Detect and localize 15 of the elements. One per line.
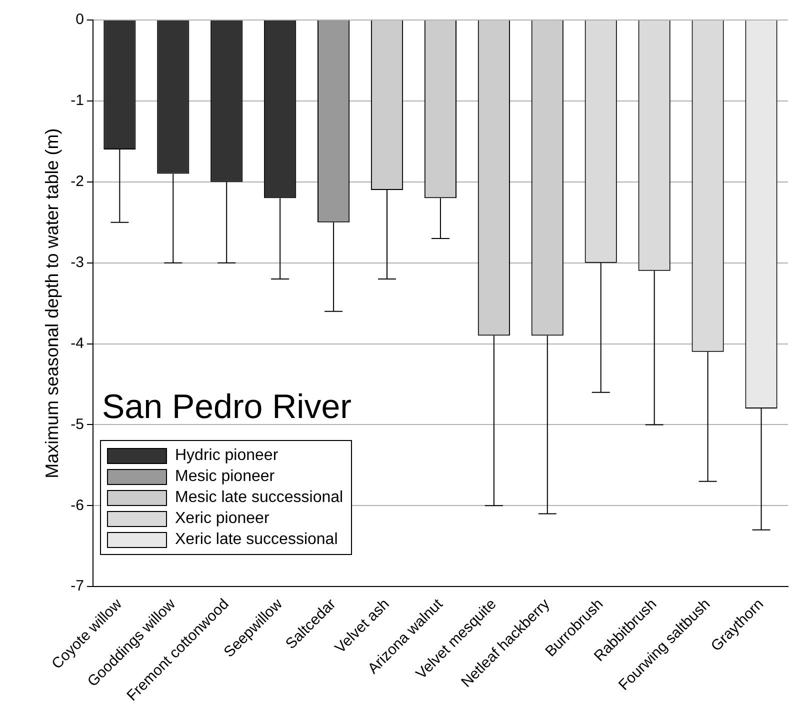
text: San Pedro River: [102, 388, 352, 427]
legend-label: Mesic late successional: [175, 488, 344, 506]
y-tick-label: -5: [70, 416, 84, 433]
legend-label: Mesic pioneer: [175, 468, 275, 486]
legend-label: Xeric pioneer: [175, 510, 270, 528]
y-tick-label: 0: [76, 11, 84, 28]
y-axis-title: Maximum seasonal depth to water table (m): [42, 128, 62, 478]
y-tick-label: -6: [70, 496, 84, 514]
y-tick-label: -1: [70, 92, 84, 110]
y-tick-label: -4: [70, 334, 84, 352]
y-tick-label: -7: [70, 578, 84, 595]
y-tick-label: -2: [70, 173, 84, 190]
legend-label: Hydric pioneer: [175, 446, 278, 464]
y-tick-label: -3: [70, 254, 84, 271]
legend-label: Xeric late successional: [175, 530, 338, 548]
